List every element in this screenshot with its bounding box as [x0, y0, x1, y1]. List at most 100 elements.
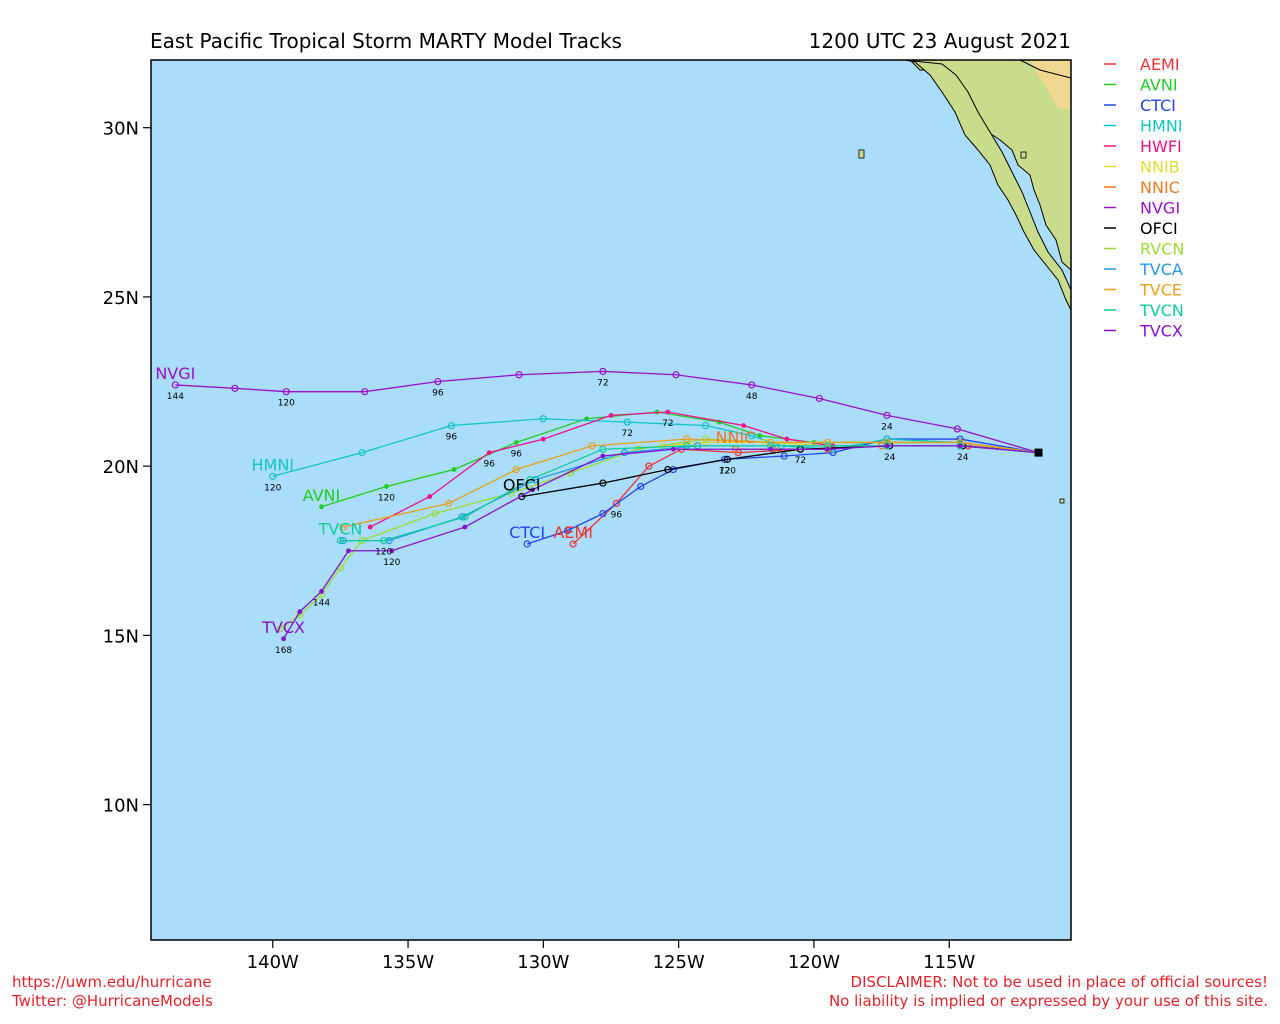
chart-title: East Pacific Tropical Storm MARTY Model …: [150, 29, 622, 53]
track-point: [462, 524, 468, 530]
legend-item-ctci: CTCI: [1104, 96, 1176, 115]
forecast-hour-label: 72: [622, 429, 633, 439]
track-point: [723, 455, 731, 463]
track-point: [815, 394, 823, 403]
forecast-hour-label: 144: [167, 392, 184, 402]
axes: 140W 135W 130W 125W 120W 115W 10N 15N 20N 25N 30N: [103, 119, 976, 973]
forecast-hour-label: 24: [881, 422, 893, 432]
track-point: [486, 450, 492, 456]
y-tick-label: 30N: [103, 119, 139, 140]
legend-label: RVCN: [1140, 240, 1184, 259]
track-point: [269, 472, 277, 480]
footer-twitter[interactable]: Twitter: @HurricaneModels: [12, 992, 213, 1010]
legend-item-nnib: NNIB: [1104, 158, 1180, 177]
x-tick-label: 135W: [382, 952, 434, 973]
track-point: [530, 487, 535, 493]
y-tick-label: 10N: [103, 796, 139, 817]
model-end-label: AEMI: [553, 523, 593, 542]
forecast-hour-label: 96: [611, 510, 623, 520]
track-point: [664, 465, 672, 474]
track-point: [702, 421, 710, 430]
legend-label: CTCI: [1140, 96, 1176, 115]
track-point: [620, 449, 629, 457]
track-point: [637, 482, 645, 491]
forecast-hour-label: 120: [264, 483, 281, 493]
legend-label: TVCE: [1139, 281, 1182, 300]
track-point: [518, 493, 526, 501]
legend-label: HMNI: [1140, 117, 1183, 136]
footer-url[interactable]: https://uwm.edu/hurricane: [12, 973, 212, 991]
forecast-hour-label: 96: [484, 460, 496, 470]
track-tvcx: [281, 443, 1039, 642]
forecast-hour-label: 120: [378, 493, 395, 503]
track-point: [599, 445, 607, 453]
track-point: [957, 443, 963, 449]
track-point: [282, 388, 290, 396]
track-point: [319, 504, 324, 510]
track-point: [540, 436, 546, 442]
track-point: [523, 540, 531, 548]
model-end-label: NVGI: [155, 364, 195, 383]
model-end-label: AVNI: [303, 486, 341, 505]
ocean-background: [151, 60, 1071, 940]
track-point: [451, 467, 457, 472]
model-end-label: TVCN: [317, 520, 362, 539]
x-tick-label: 115W: [923, 952, 975, 973]
track-point: [319, 588, 324, 594]
track-point: [884, 443, 890, 449]
track-line: [175, 370, 1039, 454]
track-point: [953, 425, 961, 433]
forecast-hour-label: 72: [795, 456, 806, 466]
legend-item-tvcx: TVCX: [1104, 322, 1183, 341]
track-point: [768, 446, 774, 452]
forecast-hour-label: 96: [446, 433, 458, 443]
x-tick-label: 120W: [788, 952, 840, 973]
legend-item-tvcn: TVCN: [1104, 301, 1184, 320]
track-point: [445, 499, 453, 507]
track-point: [748, 381, 756, 389]
x-tick-label: 140W: [247, 952, 299, 973]
track-point: [297, 609, 303, 615]
track-point: [427, 494, 433, 500]
track-point: [281, 636, 286, 642]
plot-frame: [150, 59, 1072, 941]
track-point: [277, 625, 285, 633]
track-point: [612, 499, 621, 507]
legend-item-aemi: AEMI: [1104, 55, 1180, 74]
track-point: [361, 388, 369, 396]
track-point: [539, 415, 547, 423]
track-point: [741, 423, 746, 428]
x-tick-label: 125W: [653, 952, 705, 973]
track-point: [358, 449, 366, 457]
track-point: [513, 440, 519, 445]
track-point: [447, 421, 455, 430]
track-point: [569, 540, 577, 548]
track-point: [389, 548, 395, 554]
model-end-label: TVCX: [261, 618, 305, 637]
track-point: [672, 371, 680, 379]
model-end-label: NNIC: [716, 428, 756, 447]
track-point: [339, 523, 347, 531]
forecast-hour-label: 24: [957, 453, 969, 463]
track-point: [599, 479, 607, 487]
storm-start-marker: [1034, 448, 1043, 457]
model-end-label: HMNI: [251, 455, 294, 474]
track-point: [599, 367, 607, 375]
forecast-hour-label: 168: [275, 646, 292, 656]
legend-item-hmni: HMNI: [1104, 117, 1183, 136]
track-point: [883, 411, 891, 419]
forecast-hour-label: 120: [383, 558, 400, 568]
legend-item-ofci: OFCI: [1104, 219, 1178, 238]
legend-label: AEMI: [1140, 55, 1180, 74]
track-point: [367, 524, 373, 530]
x-tick-label: 130W: [517, 952, 569, 973]
y-tick-label: 15N: [103, 626, 139, 647]
chart-datetime: 1200 UTC 23 August 2021: [809, 29, 1071, 53]
legend-label: TVCA: [1139, 260, 1183, 279]
track-point: [683, 435, 691, 443]
legend-item-hwfi: HWFI: [1104, 137, 1182, 156]
track-point: [384, 484, 389, 489]
model-tracks: [171, 367, 1043, 642]
legend-label: NVGI: [1140, 199, 1180, 218]
